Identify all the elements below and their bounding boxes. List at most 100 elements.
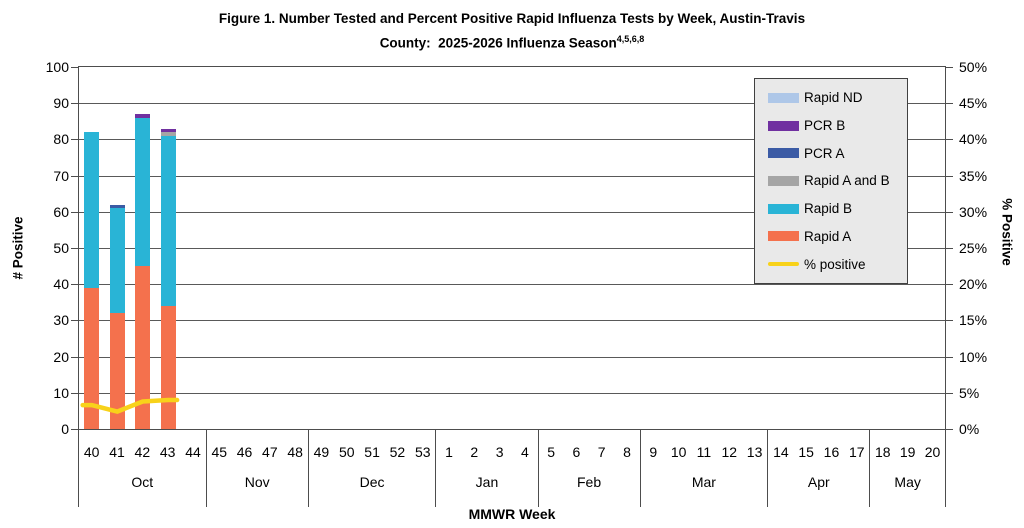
week-label-17: 17 [848,444,865,460]
weeks-row-apr: 14 15 16 17 [768,430,869,474]
week-label-3: 3 [495,444,504,460]
left-tick-label-70: 70 [53,167,69,184]
week-label-50: 50 [338,444,355,460]
left-axis-title: # Positive [10,216,26,280]
legend-swatch-box [768,148,799,159]
right-tick-label-20: 20% [959,276,988,293]
left-tick-mark [71,211,78,213]
left-tick-label-0: 0 [61,421,69,437]
week-label-41: 41 [109,444,125,460]
right-tick-mark [946,175,953,177]
left-tick-label-80: 80 [53,131,69,148]
week-label-46: 46 [236,444,253,460]
percent-positive-polyline [80,397,180,414]
gridline-90 [79,103,945,105]
legend-item-pcr-a: PCR A [768,146,903,161]
legend-label: Rapid A and B [804,173,890,189]
week-label-19: 19 [899,444,916,460]
x-axis-title: MMWR Week [468,506,556,522]
month-label-oct: Oct [131,474,154,490]
month-label-jan: Jan [475,474,499,490]
right-tick-label-10: 10% [959,348,988,365]
week-label-5: 5 [547,444,556,460]
right-tick-mark [946,320,953,322]
right-tick-label-45: 45% [959,95,988,112]
month-label-apr: Apr [807,474,830,490]
month-label-feb: Feb [576,474,602,490]
bar-week-41-rapid-a [109,313,125,429]
week-label-12: 12 [721,444,738,460]
legend-label: Rapid B [804,201,853,217]
left-tick-mark [71,429,78,430]
weeks-row-dec: 49 50 51 52 53 [309,430,436,474]
left-tick-label-100: 100 [45,59,69,75]
legend-label: % positive [804,256,866,272]
week-label-20: 20 [924,444,941,460]
week-label-8: 8 [623,444,631,460]
x-axis: 40 41 42 43 44 Oct 45 46 47 48 Nov 49 50 51 52 53 Dec 1 2 3… [78,430,946,507]
right-tick-label-5: 5% [959,384,980,401]
month-group-feb: 5 6 7 8 Feb [537,430,640,507]
right-tick-mark [946,67,953,68]
month-group-apr: 14 15 16 17 Apr [767,430,869,507]
month-label-nov: Nov [244,474,270,490]
week-label-2: 2 [470,444,479,460]
left-tick-mark [71,175,78,177]
bar-week-42-rapid-a [135,266,151,429]
month-group-dec: 49 50 51 52 53 Dec [307,430,436,507]
legend-swatch-box [768,231,799,242]
week-label-15: 15 [798,444,814,460]
legend-item-pcr-b: PCR B [768,118,903,133]
right-tick-label-25: 25% [959,240,988,256]
week-label-45: 45 [211,444,228,460]
right-tick-mark [946,248,953,249]
week-label-48: 48 [287,444,303,460]
left-tick-label-20: 20 [53,348,69,365]
weeks-row-oct: 40 41 42 43 44 [79,430,206,474]
right-tick-mark [946,356,953,358]
right-tick-label-40: 40% [959,131,988,148]
right-tick-mark [946,429,953,430]
week-label-13: 13 [746,444,763,460]
legend-label: PCR A [804,145,845,161]
right-tick-label-0: 0% [959,421,980,437]
gridline-80 [79,139,945,141]
week-label-10: 10 [670,444,687,460]
left-tick-mark [71,103,78,105]
gridline-70 [79,175,945,177]
week-label-43: 43 [159,444,176,460]
left-tick-mark [71,392,78,394]
bar-week-42-pcr-b [135,114,151,118]
bar-week-41-rapid-b [109,208,125,314]
legend-item-rapid-a: Rapid A [768,229,903,244]
week-label-52: 52 [389,444,406,460]
week-label-42: 42 [134,444,151,460]
left-tick-mark [71,320,78,322]
gridline-60 [79,211,945,213]
legend-swatch-box [768,203,799,214]
week-label-7: 7 [597,444,606,460]
bar-week-40-rapid-b [84,132,100,288]
right-tick-mark [946,103,953,105]
left-tick-label-50: 50 [53,240,69,256]
month-label-mar: Mar [691,474,716,490]
month-group-jan: 1 2 3 4 Jan [435,430,537,507]
legend-swatch-line [768,261,799,267]
legend-item-rapid-b: Rapid B [768,201,903,216]
figure-title-line1: Figure 1. Number Tested and Percent Posi… [218,11,806,26]
gridline-30 [79,320,945,322]
weeks-row-mar: 9 10 11 12 13 [641,430,768,474]
legend-swatch-box [768,120,799,131]
gridline-20 [79,356,945,358]
week-label-47: 47 [262,444,278,460]
bar-week-40-rapid-a [84,287,100,429]
right-axis-title: % Positive [999,198,1015,266]
bar-week-41-pcr-a [109,204,125,209]
left-tick-mark [71,284,78,286]
week-label-6: 6 [572,444,581,460]
figure-title-line2: County: 2025-2026 Influenza Season [379,35,617,51]
left-tick-label-40: 40 [53,276,69,293]
month-group-nov: 45 46 47 48 Nov [205,430,308,507]
legend: Rapid ND PCR B PCR A Rapid A and B Rapid B Ra… [754,78,908,284]
